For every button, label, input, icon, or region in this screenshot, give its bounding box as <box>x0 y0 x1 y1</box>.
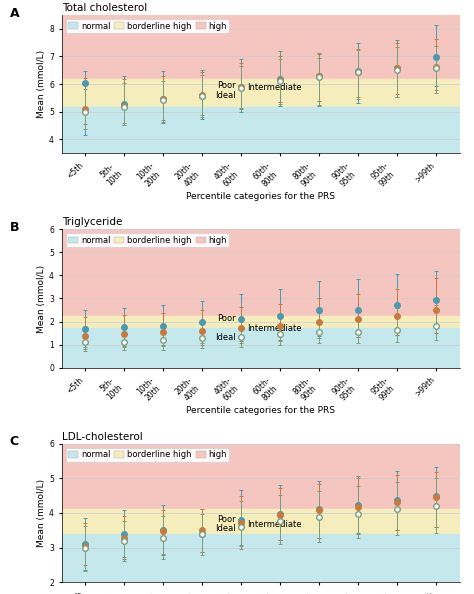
Text: Triglyceride: Triglyceride <box>62 217 122 227</box>
Text: Ideal: Ideal <box>215 91 235 100</box>
Bar <box>62 316 460 328</box>
Text: Poor: Poor <box>217 514 235 524</box>
Legend: normal, borderline high, high: normal, borderline high, high <box>66 233 229 248</box>
Text: Ideal: Ideal <box>215 333 235 342</box>
Text: Ideal: Ideal <box>215 524 235 533</box>
Legend: normal, borderline high, high: normal, borderline high, high <box>66 19 229 33</box>
Y-axis label: Mean (mmol/L): Mean (mmol/L) <box>37 50 46 118</box>
Text: Intermediate: Intermediate <box>247 520 301 529</box>
Bar <box>62 409 460 510</box>
Text: Intermediate: Intermediate <box>247 324 301 333</box>
Text: C: C <box>10 435 19 448</box>
Bar <box>62 533 460 594</box>
X-axis label: Percentile categories for the PRS: Percentile categories for the PRS <box>186 192 335 201</box>
Text: Total cholesterol: Total cholesterol <box>62 3 147 12</box>
Text: A: A <box>10 7 19 20</box>
Legend: normal, borderline high, high: normal, borderline high, high <box>66 448 229 462</box>
Text: Poor: Poor <box>217 314 235 323</box>
Bar <box>62 0 460 79</box>
Bar <box>62 107 460 250</box>
Y-axis label: Mean (mmol/L): Mean (mmol/L) <box>37 264 46 333</box>
Text: B: B <box>10 221 19 234</box>
Bar <box>62 206 460 316</box>
Bar <box>62 79 460 107</box>
Bar <box>62 510 460 533</box>
X-axis label: Percentile categories for the PRS: Percentile categories for the PRS <box>186 406 335 415</box>
Bar <box>62 328 460 368</box>
Text: Poor: Poor <box>217 81 235 90</box>
Text: Intermediate: Intermediate <box>247 83 301 92</box>
Y-axis label: Mean (mmol/L): Mean (mmol/L) <box>37 479 46 547</box>
Text: LDL-cholesterol: LDL-cholesterol <box>62 432 142 441</box>
